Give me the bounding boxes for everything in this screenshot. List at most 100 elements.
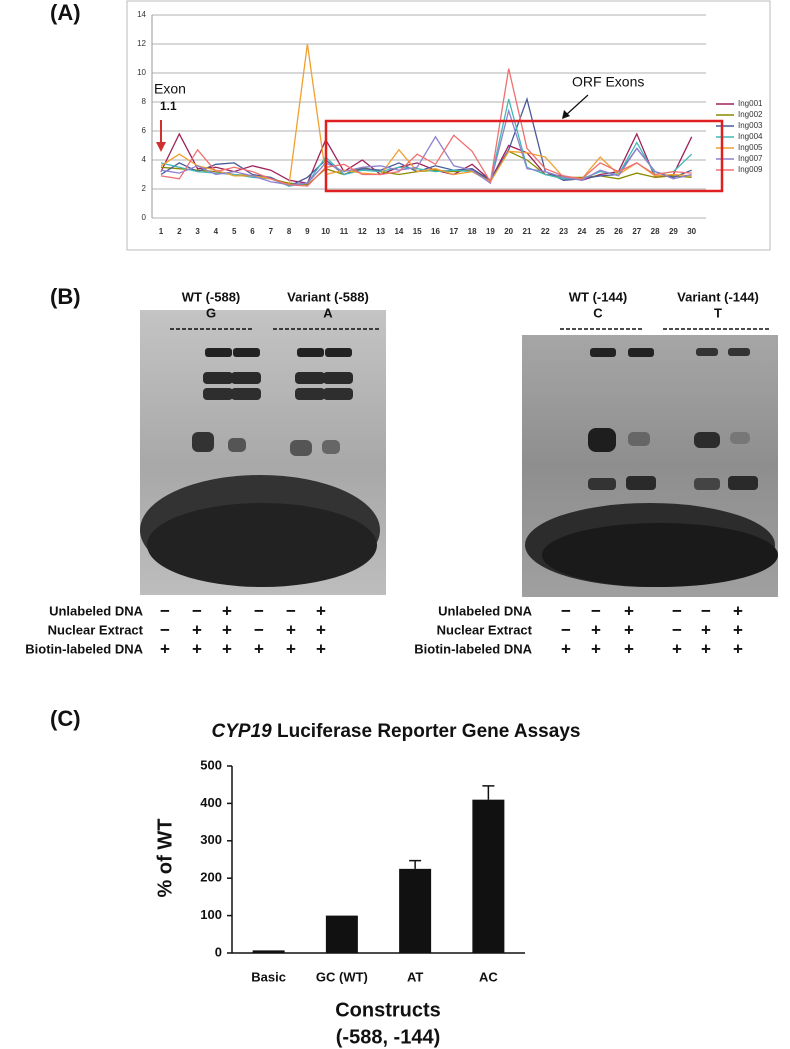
bar	[325, 915, 358, 953]
lane-group-title: WT (-588)	[182, 289, 241, 304]
highlight-box	[324, 119, 724, 193]
sign: +	[624, 620, 634, 639]
x-axis-label: Constructs	[335, 999, 441, 1021]
x-tick-label: 2	[177, 227, 182, 236]
x-tick-label: 14	[394, 227, 403, 236]
series-line	[160, 68, 692, 187]
sign: +	[672, 639, 682, 658]
sign: −	[192, 601, 202, 620]
x-tick-label: 30	[687, 227, 696, 236]
annotation: 1.1	[160, 99, 177, 113]
x-tick-label: 26	[614, 227, 623, 236]
y-tick-label: 2	[142, 184, 147, 193]
x-tick-label: 27	[632, 227, 641, 236]
allele: C	[593, 305, 603, 320]
sign: +	[701, 620, 711, 639]
sign: +	[316, 639, 326, 658]
annotation: Exon	[154, 81, 186, 97]
panel-label: (C)	[50, 706, 81, 731]
y-tick-label: 300	[200, 832, 222, 847]
series-line	[160, 132, 693, 184]
legend-label: Ing002	[738, 110, 763, 119]
series-line	[160, 108, 692, 186]
panel-label: (B)	[50, 284, 81, 309]
sign: +	[160, 639, 170, 658]
x-tick-label: 10	[321, 227, 330, 236]
row-label: Biotin-labeled DNA	[414, 641, 532, 656]
x-tick-label: 24	[577, 227, 586, 236]
chart-frame	[126, 0, 771, 251]
row-label: Unlabeled DNA	[438, 603, 533, 618]
x-tick-label: 6	[250, 227, 255, 236]
gel-left	[140, 310, 386, 595]
sign: +	[316, 601, 326, 620]
x-tick-label: 5	[232, 227, 237, 236]
x-tick-label: 13	[376, 227, 385, 236]
x-tick-label: 11	[340, 227, 349, 236]
y-tick-label: 500	[200, 757, 222, 772]
annotation: ORF Exons	[572, 74, 644, 90]
arrow	[565, 94, 589, 116]
allele: A	[323, 305, 333, 320]
sign: −	[561, 620, 571, 639]
sign: +	[286, 639, 296, 658]
x-tick-label: 8	[287, 227, 292, 236]
sign: +	[222, 601, 232, 620]
legend-label: Ing001	[738, 99, 763, 108]
x-tick-label: 19	[486, 227, 495, 236]
sign: +	[701, 639, 711, 658]
bar	[399, 868, 432, 953]
sign: +	[192, 639, 202, 658]
arrow-head	[562, 110, 570, 119]
legend-label: Ing007	[738, 154, 763, 163]
sign: +	[561, 639, 571, 658]
lane-group-title: WT (-144)	[569, 289, 628, 304]
y-tick-label: 4	[142, 155, 147, 164]
legend-label: Ing009	[738, 165, 763, 174]
sign: +	[733, 601, 743, 620]
sign: +	[624, 601, 634, 620]
x-tick-label: GC (WT)	[316, 969, 368, 984]
sign: −	[254, 620, 264, 639]
x-tick-label: AC	[479, 969, 498, 984]
sign: +	[733, 639, 743, 658]
x-tick-label: 16	[431, 227, 440, 236]
series-line	[160, 96, 692, 187]
y-tick-label: 0	[142, 213, 147, 222]
sign: −	[561, 601, 571, 620]
sign: −	[672, 601, 682, 620]
sign: −	[160, 620, 170, 639]
sign: +	[591, 620, 601, 639]
legend-label: Ing005	[738, 143, 763, 152]
x-tick-label: 4	[214, 227, 219, 236]
lane-group-title: Variant (-588)	[287, 289, 369, 304]
row-label: Nuclear Extract	[437, 622, 533, 637]
sign: −	[701, 601, 711, 620]
error-bar	[482, 785, 495, 800]
y-tick-label: 0	[215, 944, 222, 959]
arrow-head	[156, 142, 166, 152]
sign: +	[286, 620, 296, 639]
x-tick-label: 21	[523, 227, 532, 236]
y-tick-label: 200	[200, 870, 222, 885]
sign: +	[624, 639, 634, 658]
y-tick-label: 100	[200, 907, 222, 922]
sign: +	[222, 639, 232, 658]
allele: T	[714, 305, 722, 320]
x-tick-label: 29	[669, 227, 678, 236]
sign: −	[254, 601, 264, 620]
gel-right	[522, 335, 778, 597]
x-tick-label: 3	[195, 227, 200, 236]
x-tick-label: 25	[596, 227, 605, 236]
legend-label: Ing004	[738, 132, 763, 141]
sign: +	[733, 620, 743, 639]
legend-label: Ing003	[738, 121, 763, 130]
row-label: Unlabeled DNA	[49, 603, 144, 618]
x-tick-label: 17	[449, 227, 458, 236]
x-tick-label: 7	[269, 227, 274, 236]
x-tick-label: 12	[358, 227, 367, 236]
bar	[252, 950, 285, 953]
bar	[472, 799, 505, 953]
row-label: Nuclear Extract	[48, 622, 144, 637]
sign: +	[316, 620, 326, 639]
